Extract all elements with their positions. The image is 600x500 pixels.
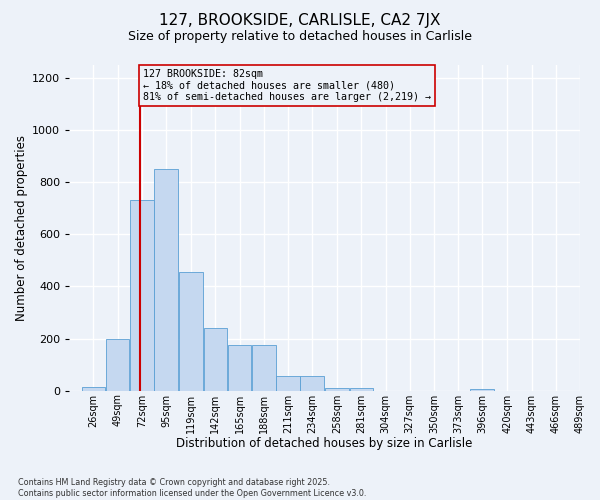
- Bar: [276, 376, 300, 390]
- Bar: [154, 169, 178, 390]
- Y-axis label: Number of detached properties: Number of detached properties: [15, 135, 28, 321]
- Bar: [106, 338, 130, 390]
- Text: 127, BROOKSIDE, CARLISLE, CA2 7JX: 127, BROOKSIDE, CARLISLE, CA2 7JX: [159, 12, 441, 28]
- Bar: [130, 200, 154, 390]
- Bar: [350, 388, 373, 390]
- Bar: [252, 345, 275, 391]
- Bar: [203, 328, 227, 390]
- Text: Contains HM Land Registry data © Crown copyright and database right 2025.
Contai: Contains HM Land Registry data © Crown c…: [18, 478, 367, 498]
- Text: 127 BROOKSIDE: 82sqm
← 18% of detached houses are smaller (480)
81% of semi-deta: 127 BROOKSIDE: 82sqm ← 18% of detached h…: [143, 69, 431, 102]
- X-axis label: Distribution of detached houses by size in Carlisle: Distribution of detached houses by size …: [176, 437, 473, 450]
- Bar: [82, 387, 106, 390]
- Bar: [179, 272, 203, 390]
- Text: Size of property relative to detached houses in Carlisle: Size of property relative to detached ho…: [128, 30, 472, 43]
- Bar: [228, 345, 251, 391]
- Bar: [325, 388, 349, 390]
- Bar: [300, 376, 324, 390]
